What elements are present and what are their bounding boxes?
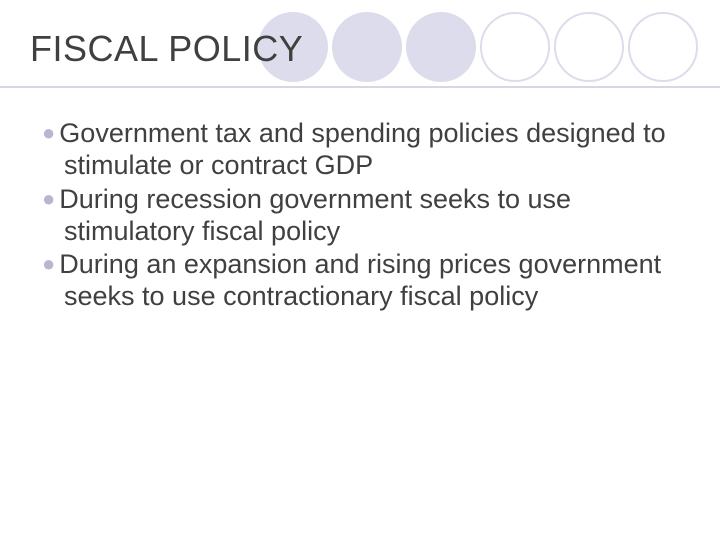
list-item: ●During an expansion and rising prices g… [42,249,678,313]
bullet-icon: ● [42,186,59,211]
list-item-text: Government tax and spending policies des… [59,118,665,180]
circle-outline [554,12,624,82]
bullet-icon: ● [42,120,59,145]
circle-outline [628,12,698,82]
list-item: ●Government tax and spending policies de… [42,118,678,182]
list-item-text: During an expansion and rising prices go… [59,249,661,311]
slide-body: ●Government tax and spending policies de… [42,118,678,315]
list-item-text: During recession government seeks to use… [59,184,571,246]
circle-fill [406,12,476,82]
bullet-icon: ● [42,251,59,276]
list-item: ●During recession government seeks to us… [42,184,678,248]
circle-fill [332,12,402,82]
circle-outline [480,12,550,82]
title-underline [0,86,720,88]
decorative-circles [258,12,698,82]
slide-title: FISCAL POLICY [30,28,303,70]
